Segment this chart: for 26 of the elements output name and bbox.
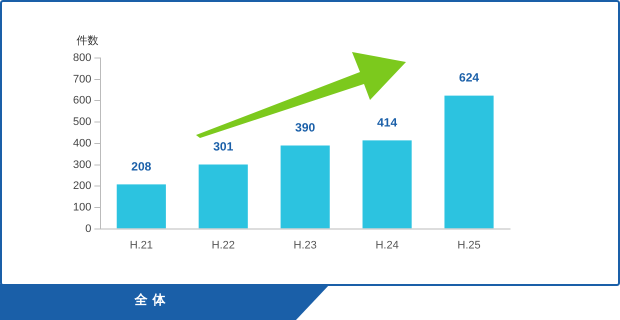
bar xyxy=(444,96,494,228)
data-label: 414 xyxy=(377,115,398,130)
bar xyxy=(280,146,330,228)
y-tick-label: 600 xyxy=(72,94,92,107)
x-tick-label: H.23 xyxy=(294,239,317,252)
data-label: 390 xyxy=(295,120,316,135)
bar xyxy=(198,164,248,228)
data-label: 301 xyxy=(213,140,234,154)
y-tick-label: 700 xyxy=(72,73,92,86)
y-tick-label: 200 xyxy=(72,180,92,192)
y-tick-label: 500 xyxy=(72,116,92,128)
x-tick-label: H.25 xyxy=(457,239,481,252)
bar xyxy=(116,184,166,228)
x-tick-label: H.24 xyxy=(375,239,399,252)
data-label: 624 xyxy=(459,70,480,85)
y-tick-label: 0 xyxy=(85,222,92,235)
bar xyxy=(362,140,412,228)
data-label: 208 xyxy=(131,159,152,174)
y-axis-title: 件数 xyxy=(76,34,98,47)
y-tick-label: 400 xyxy=(72,137,92,150)
y-tick-label: 300 xyxy=(72,158,92,171)
text: 全 体 xyxy=(134,292,166,310)
y-tick-label: 800 xyxy=(72,52,92,64)
y-tick-label: 100 xyxy=(72,201,92,214)
x-tick-label: H.21 xyxy=(130,239,153,252)
x-tick-label: H.22 xyxy=(212,239,235,252)
